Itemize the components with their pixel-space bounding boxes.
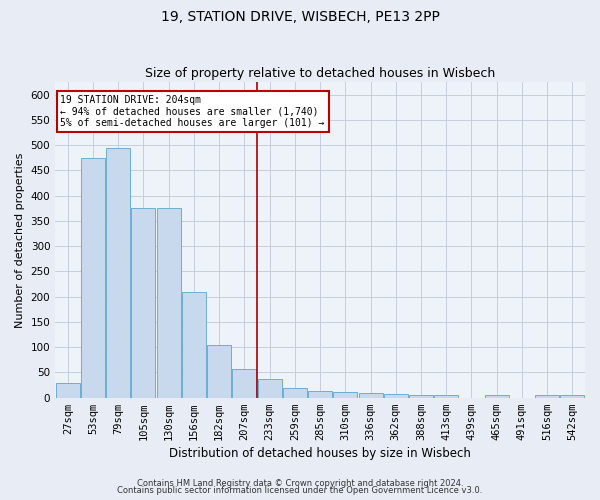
Bar (131, 208, 155, 398)
Text: 19 STATION DRIVE: 204sqm
← 94% of detached houses are smaller (1,740)
5% of semi: 19 STATION DRIVE: 204sqm ← 94% of detach… (61, 94, 325, 128)
Bar (283, 388, 307, 398)
Bar (157, 208, 181, 398)
Bar (409, 395, 433, 398)
Bar (81, 158, 105, 398)
Bar (106, 148, 130, 398)
Bar (434, 395, 458, 398)
Bar (334, 392, 357, 398)
Bar (359, 392, 383, 398)
Bar (485, 395, 509, 398)
Text: Contains HM Land Registry data © Crown copyright and database right 2024.: Contains HM Land Registry data © Crown c… (137, 478, 463, 488)
Bar (56, 382, 80, 398)
Bar (384, 394, 408, 398)
Text: 19, STATION DRIVE, WISBECH, PE13 2PP: 19, STATION DRIVE, WISBECH, PE13 2PP (161, 10, 439, 24)
Y-axis label: Number of detached properties: Number of detached properties (15, 152, 25, 328)
Title: Size of property relative to detached houses in Wisbech: Size of property relative to detached ho… (145, 66, 495, 80)
Bar (232, 369, 256, 398)
X-axis label: Distribution of detached houses by size in Wisbech: Distribution of detached houses by size … (169, 447, 471, 460)
Bar (257, 378, 281, 398)
Bar (207, 344, 231, 398)
Bar (560, 395, 584, 398)
Bar (182, 292, 206, 398)
Bar (308, 391, 332, 398)
Bar (535, 395, 559, 398)
Text: Contains public sector information licensed under the Open Government Licence v3: Contains public sector information licen… (118, 486, 482, 495)
